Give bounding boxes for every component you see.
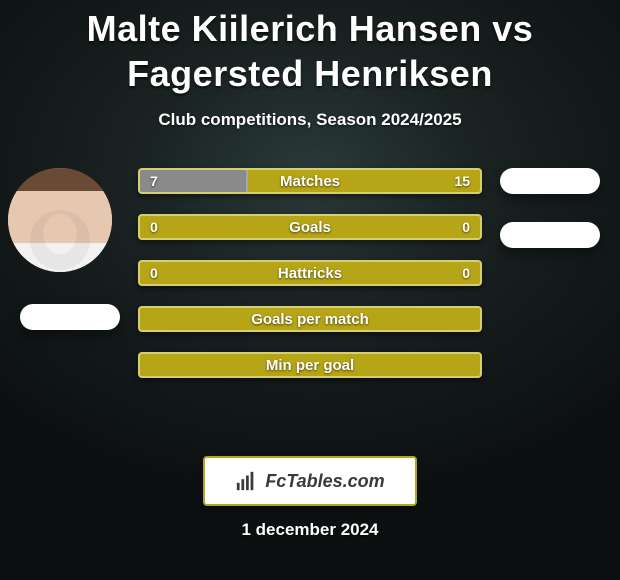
stat-bar-label: Goals [140, 216, 480, 238]
player-right-placeholder-1 [500, 168, 600, 194]
infographic-root: Malte Kiilerich Hansen vs Fagersted Henr… [0, 0, 620, 580]
stat-bar-goals_per_match: Goals per match [138, 306, 482, 332]
stat-bar-label: Min per goal [140, 354, 480, 376]
stat-bar-left-value: 7 [150, 170, 158, 192]
stat-bar-left-value: 0 [150, 216, 158, 238]
player-left-face [8, 168, 112, 272]
stat-bar-matches: Matches715 [138, 168, 482, 194]
date-line: 1 december 2024 [0, 520, 620, 540]
stat-bar-min_per_goal: Min per goal [138, 352, 482, 378]
stat-bar-label: Goals per match [140, 308, 480, 330]
stat-bar-right-value: 0 [462, 262, 470, 284]
stat-bar-left-value: 0 [150, 262, 158, 284]
stat-bar-label: Hattricks [140, 262, 480, 284]
stat-bar-goals: Goals0 0 [138, 214, 482, 240]
stat-bar-right-value: 15 [454, 170, 470, 192]
player-left-shadow [20, 304, 120, 330]
brand-text: FcTables.com [265, 471, 384, 492]
brand-box: FcTables.com [203, 456, 417, 506]
player-left-avatar [8, 168, 112, 272]
comparison-section: Matches715Goals00Hattricks00Goals per ma… [0, 168, 620, 438]
player-right-placeholder-2 [500, 222, 600, 248]
brand-chart-icon [235, 470, 257, 492]
stat-bar-hattricks: Hattricks0 0 [138, 260, 482, 286]
stat-bar-right-value: 0 [462, 216, 470, 238]
page-title: Malte Kiilerich Hansen vs Fagersted Henr… [0, 0, 620, 96]
subtitle: Club competitions, Season 2024/2025 [0, 110, 620, 130]
stat-bars: Matches715Goals00Hattricks00Goals per ma… [138, 168, 482, 378]
